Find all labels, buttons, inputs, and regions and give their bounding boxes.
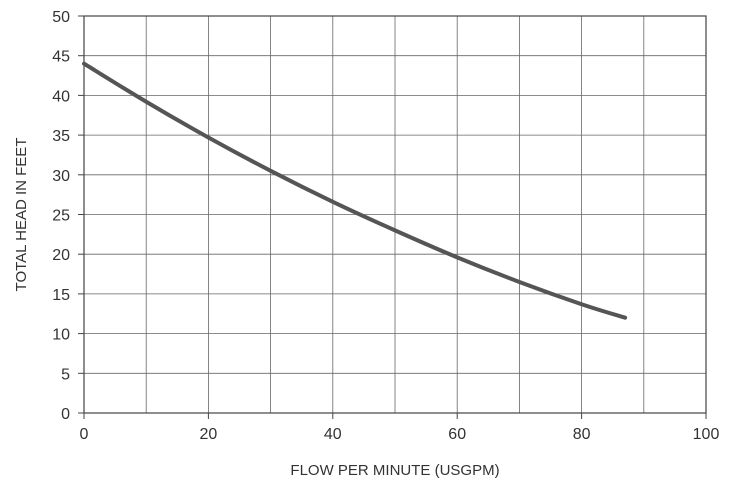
y-axis-label: TOTAL HEAD IN FEET — [13, 138, 30, 292]
x-tick-label: 80 — [573, 426, 591, 443]
y-tick-label: 15 — [52, 287, 70, 304]
y-tick-label: 35 — [52, 128, 70, 145]
y-tick-label: 20 — [52, 247, 70, 264]
y-tick-label: 10 — [52, 327, 70, 344]
x-tick-label: 20 — [200, 426, 218, 443]
x-tick-label: 40 — [324, 426, 342, 443]
series-line — [82, 61, 628, 320]
series-layer — [82, 61, 628, 320]
y-tick-label: 45 — [52, 49, 70, 66]
y-tick-label: 50 — [52, 9, 70, 26]
grid-lines — [84, 16, 706, 413]
y-tick-label: 0 — [61, 406, 70, 423]
y-tick-label: 5 — [61, 366, 70, 383]
x-tick-label: 100 — [693, 426, 720, 443]
x-axis-label: FLOW PER MINUTE (USGPM) — [290, 462, 499, 479]
x-tick-labels: 0 20 40 60 80 100 — [80, 413, 720, 443]
y-tick-label: 25 — [52, 208, 70, 225]
y-tick-label: 40 — [52, 88, 70, 105]
x-tick-label: 60 — [448, 426, 466, 443]
x-tick-label: 0 — [80, 426, 89, 443]
y-tick-label: 30 — [52, 168, 70, 185]
y-tick-labels: 0 5 10 15 20 25 30 35 40 45 50 — [52, 9, 84, 423]
